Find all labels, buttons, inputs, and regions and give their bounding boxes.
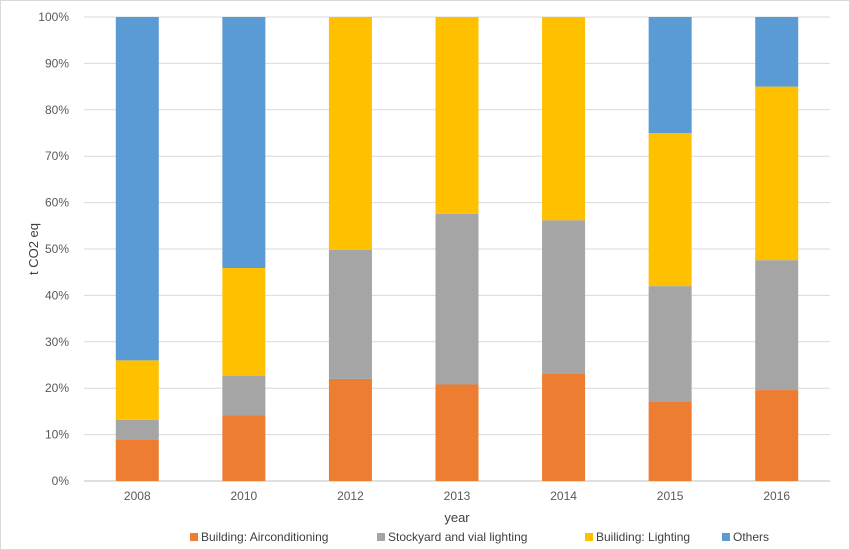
y-tick-label: 60% — [45, 196, 69, 210]
x-tick-label: 2013 — [444, 489, 471, 503]
bar-segment — [115, 360, 159, 420]
y-tick-label: 80% — [45, 103, 69, 117]
x-tick-label: 2010 — [231, 489, 258, 503]
bar-segment — [222, 375, 266, 416]
y-tick-label: 20% — [45, 381, 69, 395]
y-tick-label: 40% — [45, 288, 69, 302]
x-tick-label: 2014 — [550, 489, 577, 503]
bar-segment — [542, 373, 586, 481]
bar-segment — [328, 249, 372, 379]
x-axis-title: year — [444, 510, 470, 525]
bar-segment — [115, 419, 159, 440]
legend-label: Others — [733, 530, 769, 544]
x-tick-label: 2015 — [657, 489, 684, 503]
bar-segment — [435, 17, 479, 214]
bar-segment — [222, 17, 266, 269]
legend-label: Builiding: Lighting — [596, 530, 690, 544]
y-tick-label: 30% — [45, 335, 69, 349]
legend-swatch — [585, 533, 593, 541]
y-tick-label: 100% — [38, 10, 69, 24]
bar-segment — [648, 286, 692, 402]
x-tick-label: 2016 — [763, 489, 790, 503]
bar-segment — [542, 220, 586, 374]
y-tick-label: 50% — [45, 242, 69, 256]
bar-segment — [648, 401, 692, 481]
bar-segment — [435, 384, 479, 481]
bar-segment — [328, 378, 372, 481]
bar-segment — [115, 439, 159, 481]
x-tick-label: 2012 — [337, 489, 364, 503]
legend: Building: Airconditioning Stockyard and v… — [190, 530, 769, 544]
bar-segment — [435, 213, 479, 385]
bar-segment — [755, 86, 799, 261]
y-tick-label: 0% — [52, 474, 70, 488]
legend-label: Stockyard and vial lighting — [388, 530, 527, 544]
bar-segment — [755, 260, 799, 391]
bar-segment — [755, 17, 799, 87]
bar-segment — [648, 17, 692, 133]
y-tick-labels: 0% 10% 20% 30% 40% 50% 60% 70% 80% 90% 100% — [38, 10, 69, 488]
bar-segment — [542, 17, 586, 221]
y-tick-label: 10% — [45, 428, 69, 442]
y-axis-title: t CO2 eq — [26, 223, 41, 275]
legend-swatch — [377, 533, 385, 541]
bar-segment — [222, 415, 266, 481]
bar-segment — [648, 133, 692, 287]
bar-segment — [755, 390, 799, 481]
legend-swatch — [190, 533, 198, 541]
bar-segment — [115, 17, 159, 361]
bar-segment — [222, 268, 266, 376]
bars — [115, 17, 799, 481]
y-tick-label: 70% — [45, 149, 69, 163]
x-tick-labels: 2008 2010 2012 2013 2014 2015 2016 — [124, 489, 790, 503]
bar-segment — [328, 17, 372, 250]
y-tick-label: 90% — [45, 56, 69, 70]
x-tick-label: 2008 — [124, 489, 151, 503]
legend-label: Building: Airconditioning — [201, 530, 328, 544]
legend-swatch — [722, 533, 730, 541]
